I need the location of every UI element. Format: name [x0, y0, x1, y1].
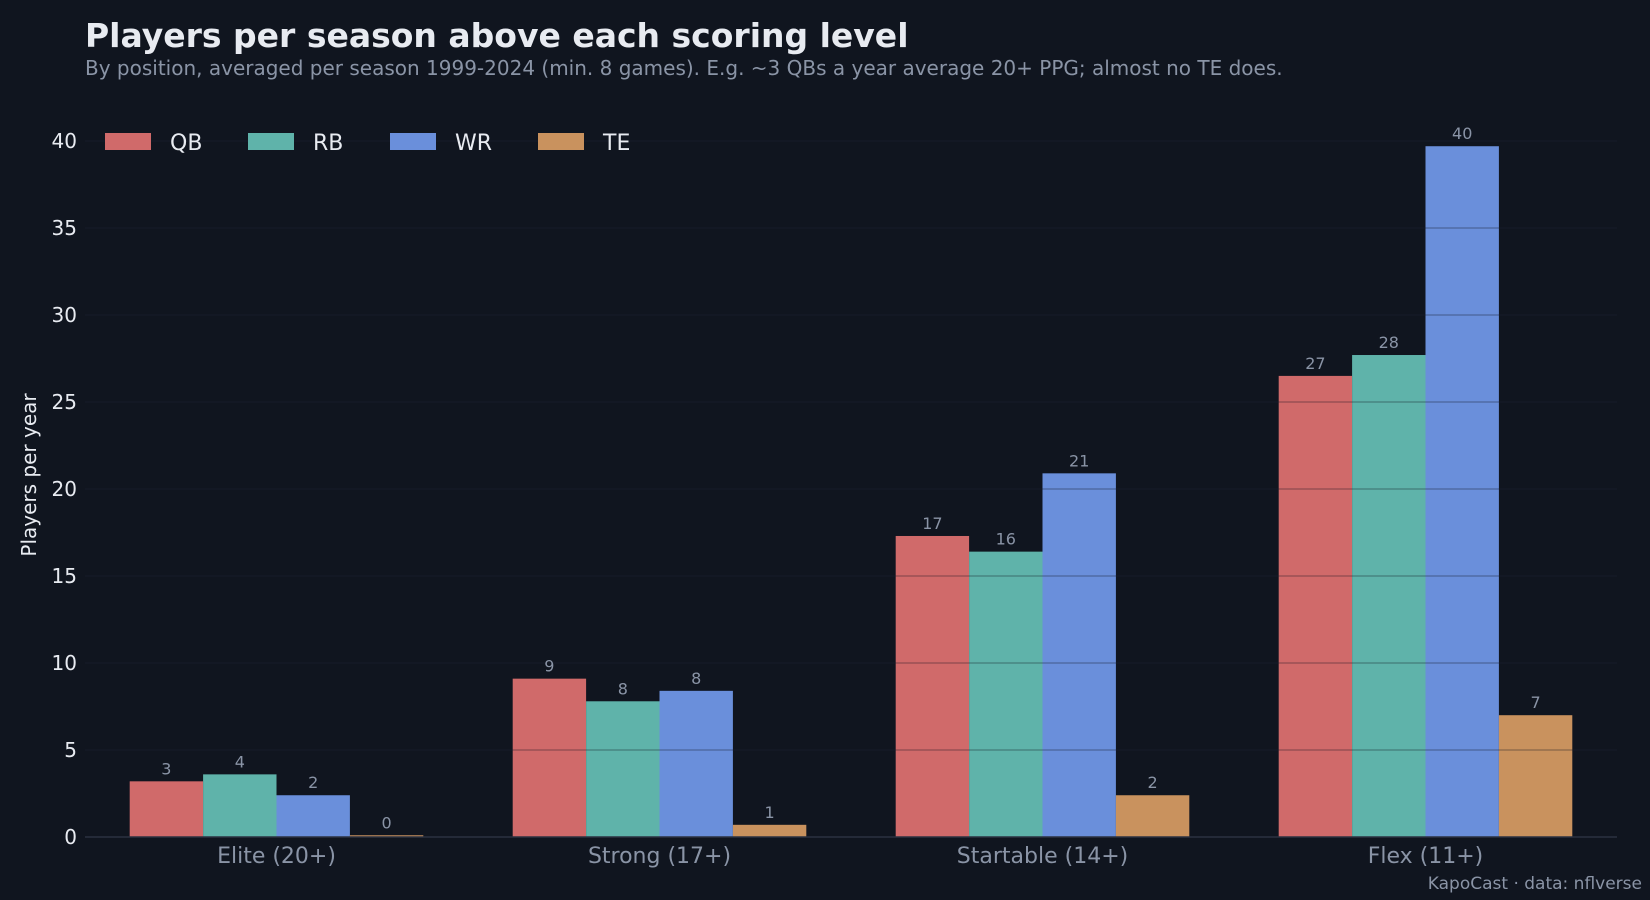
y-tick-label: 35: [52, 216, 77, 240]
bar-te: [349, 835, 424, 837]
data-label: 7: [1531, 693, 1541, 712]
bar-te: [1115, 795, 1190, 837]
x-tick-label: Flex (11+): [1368, 844, 1484, 869]
legend-label-wr: WR: [455, 131, 492, 156]
legend-label-te: TE: [602, 131, 630, 156]
x-tick-label: Startable (14+): [957, 844, 1128, 869]
legend-swatch-te: [538, 133, 584, 150]
bar-qb: [1278, 375, 1353, 837]
x-tick-label: Elite (20+): [217, 844, 336, 869]
data-label: 3: [161, 759, 171, 778]
y-tick-label: 0: [64, 825, 77, 849]
bar-wr: [1042, 473, 1116, 837]
data-label: 2: [1148, 773, 1158, 792]
data-label: 40: [1452, 124, 1472, 143]
y-tick-label: 20: [52, 477, 77, 501]
chart-subtitle: By position, averaged per season 1999-20…: [85, 56, 1283, 80]
y-tick-label: 10: [52, 651, 77, 675]
legend-swatch-qb: [105, 133, 151, 150]
bar-rb: [969, 551, 1043, 837]
bar-qb: [895, 535, 970, 837]
data-label: 9: [544, 657, 554, 676]
legend-label-qb: QB: [170, 131, 202, 156]
data-label: 1: [765, 803, 775, 822]
bars-layer: [129, 146, 1573, 838]
legend-label-rb: RB: [313, 131, 343, 156]
legend: QB RB WR TE: [105, 131, 630, 156]
y-tick-label: 5: [64, 738, 77, 762]
data-label: 21: [1069, 451, 1089, 470]
data-label: 8: [618, 679, 628, 698]
data-label: 16: [996, 530, 1016, 549]
bar-rb: [586, 701, 660, 837]
data-label: 27: [1305, 354, 1325, 373]
data-label: 0: [382, 813, 392, 832]
overlay-grid-layer: [85, 140, 1617, 751]
data-label: 8: [691, 669, 701, 688]
y-tick-label: 25: [52, 390, 77, 414]
bar-rb: [203, 774, 277, 837]
data-label: 17: [922, 514, 942, 533]
bar-wr: [276, 795, 350, 837]
bar-wr: [659, 690, 733, 837]
labels-layer: 3 4 2 0 9 8 8 1 17 16 21 2 27 28 40 7: [161, 124, 1540, 832]
bar-rb: [1352, 355, 1426, 837]
y-tick-label: 30: [52, 303, 77, 327]
data-label: 2: [308, 773, 318, 792]
chart-title: Players per season above each scoring le…: [85, 16, 909, 55]
bar-te: [1498, 715, 1573, 837]
data-label: 28: [1379, 333, 1399, 352]
y-tick-label: 40: [52, 129, 77, 153]
credit-text: KapoCast · data: nflverse: [1427, 874, 1642, 894]
x-tick-label: Strong (17+): [588, 844, 731, 869]
bar-te: [732, 824, 807, 837]
y-axis-label: Players per year: [17, 393, 41, 557]
data-label: 4: [235, 752, 245, 771]
bar-qb: [512, 678, 587, 837]
legend-swatch-rb: [248, 133, 294, 150]
bar-qb: [129, 781, 204, 837]
bar-wr: [1425, 146, 1499, 838]
y-tick-label: 15: [52, 564, 77, 588]
legend-swatch-wr: [390, 133, 436, 150]
